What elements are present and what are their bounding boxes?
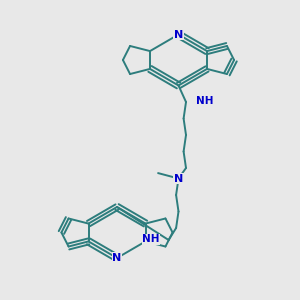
Text: N: N	[174, 173, 183, 184]
Text: NH: NH	[196, 95, 213, 106]
Text: N: N	[174, 29, 183, 40]
Text: NH: NH	[142, 234, 160, 244]
Text: N: N	[112, 253, 122, 263]
